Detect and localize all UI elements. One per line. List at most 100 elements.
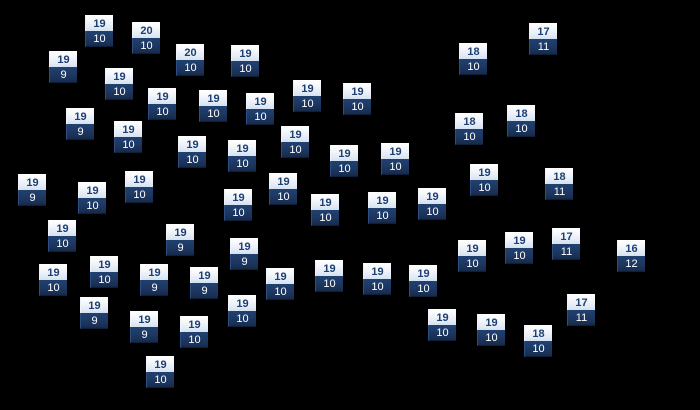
badge-marker[interactable]: 18 10 (459, 43, 487, 75)
badge-marker[interactable]: 19 10 (343, 83, 371, 115)
badge-marker[interactable]: 16 12 (617, 240, 645, 272)
badge-marker[interactable]: 19 10 (178, 136, 206, 168)
badge-marker[interactable]: 19 10 (281, 126, 309, 158)
badge-top-value: 19 (228, 140, 256, 156)
badge-marker[interactable]: 19 10 (48, 220, 76, 252)
badge-marker[interactable]: 19 10 (428, 309, 456, 341)
badge-marker[interactable]: 19 10 (409, 265, 437, 297)
badge-marker[interactable]: 19 9 (49, 51, 77, 83)
badge-marker[interactable]: 18 10 (524, 325, 552, 357)
badge-top-value: 18 (524, 325, 552, 341)
badge-bottom-value: 10 (363, 279, 391, 295)
badge-marker[interactable]: 18 11 (545, 168, 573, 200)
badge-bottom-value: 10 (85, 31, 113, 47)
badge-bottom-value: 10 (459, 59, 487, 75)
badge-bottom-value: 11 (567, 310, 595, 326)
badge-marker[interactable]: 17 11 (567, 294, 595, 326)
badge-marker[interactable]: 19 10 (381, 143, 409, 175)
badge-top-value: 19 (39, 264, 67, 280)
badge-top-value: 19 (85, 15, 113, 31)
badge-marker[interactable]: 19 10 (418, 188, 446, 220)
badge-top-value: 19 (418, 188, 446, 204)
badge-bottom-value: 10 (458, 256, 486, 272)
badge-marker[interactable]: 19 9 (230, 238, 258, 270)
badge-bottom-value: 9 (190, 283, 218, 299)
badge-marker[interactable]: 19 10 (199, 90, 227, 122)
badge-marker[interactable]: 19 10 (224, 189, 252, 221)
badge-marker[interactable]: 19 9 (18, 174, 46, 206)
badge-marker[interactable]: 19 10 (90, 256, 118, 288)
badge-bottom-value: 9 (66, 124, 94, 140)
badge-marker[interactable]: 19 10 (228, 140, 256, 172)
badge-bottom-value: 10 (228, 311, 256, 327)
badge-marker[interactable]: 20 10 (176, 44, 204, 76)
badge-top-value: 18 (545, 168, 573, 184)
badge-marker[interactable]: 19 10 (125, 171, 153, 203)
badge-top-value: 19 (18, 174, 46, 190)
badge-marker[interactable]: 19 9 (166, 224, 194, 256)
badge-marker[interactable]: 19 10 (269, 173, 297, 205)
badge-marker[interactable]: 19 10 (146, 356, 174, 388)
badge-bottom-value: 10 (176, 60, 204, 76)
badge-top-value: 17 (552, 228, 580, 244)
badge-marker[interactable]: 19 10 (180, 316, 208, 348)
badge-top-value: 19 (458, 240, 486, 256)
badge-top-value: 19 (409, 265, 437, 281)
badge-marker[interactable]: 19 10 (330, 145, 358, 177)
badge-marker[interactable]: 19 9 (190, 267, 218, 299)
badge-marker[interactable]: 19 10 (368, 192, 396, 224)
badge-top-value: 19 (199, 90, 227, 106)
badge-bottom-value: 10 (269, 189, 297, 205)
badge-bottom-value: 10 (266, 284, 294, 300)
badge-top-value: 19 (381, 143, 409, 159)
badge-top-value: 19 (90, 256, 118, 272)
badge-top-value: 19 (363, 263, 391, 279)
badge-bottom-value: 10 (178, 152, 206, 168)
badge-marker[interactable]: 19 10 (458, 240, 486, 272)
badge-marker[interactable]: 19 10 (228, 295, 256, 327)
badge-bottom-value: 10 (507, 121, 535, 137)
badge-marker[interactable]: 19 9 (66, 108, 94, 140)
badge-marker[interactable]: 19 10 (266, 268, 294, 300)
badge-top-value: 19 (343, 83, 371, 99)
badge-marker[interactable]: 20 10 (132, 22, 160, 54)
badge-marker[interactable]: 19 10 (315, 260, 343, 292)
badge-marker[interactable]: 19 9 (80, 297, 108, 329)
badge-marker[interactable]: 19 10 (246, 93, 274, 125)
badge-marker[interactable]: 19 10 (78, 182, 106, 214)
badge-marker[interactable]: 19 10 (363, 263, 391, 295)
badge-bottom-value: 10 (114, 137, 142, 153)
badge-marker[interactable]: 19 10 (148, 88, 176, 120)
badge-bottom-value: 10 (90, 272, 118, 288)
badge-marker[interactable]: 19 10 (231, 45, 259, 77)
badge-marker[interactable]: 19 10 (477, 314, 505, 346)
badge-marker[interactable]: 19 10 (505, 232, 533, 264)
badge-top-value: 20 (176, 44, 204, 60)
badge-marker[interactable]: 19 10 (470, 164, 498, 196)
badge-marker[interactable]: 19 10 (105, 68, 133, 100)
badge-bottom-value: 10 (293, 96, 321, 112)
badge-bottom-value: 10 (146, 372, 174, 388)
badge-marker[interactable]: 18 10 (455, 113, 483, 145)
badge-marker[interactable]: 19 10 (85, 15, 113, 47)
badge-top-value: 19 (66, 108, 94, 124)
badge-marker[interactable]: 19 10 (114, 121, 142, 153)
badge-marker[interactable]: 19 10 (311, 194, 339, 226)
badge-marker[interactable]: 17 11 (529, 23, 557, 55)
badge-top-value: 19 (428, 309, 456, 325)
badge-bottom-value: 9 (80, 313, 108, 329)
badge-top-value: 17 (529, 23, 557, 39)
badge-marker[interactable]: 19 9 (140, 264, 168, 296)
badge-marker[interactable]: 17 11 (552, 228, 580, 260)
badge-top-value: 19 (114, 121, 142, 137)
badge-marker[interactable]: 18 10 (507, 105, 535, 137)
badge-bottom-value: 11 (545, 184, 573, 200)
badge-top-value: 19 (293, 80, 321, 96)
badge-bottom-value: 10 (409, 281, 437, 297)
badge-bottom-value: 11 (529, 39, 557, 55)
badge-bottom-value: 10 (311, 210, 339, 226)
badge-marker[interactable]: 19 10 (39, 264, 67, 296)
badge-top-value: 18 (455, 113, 483, 129)
badge-marker[interactable]: 19 9 (130, 311, 158, 343)
badge-marker[interactable]: 19 10 (293, 80, 321, 112)
